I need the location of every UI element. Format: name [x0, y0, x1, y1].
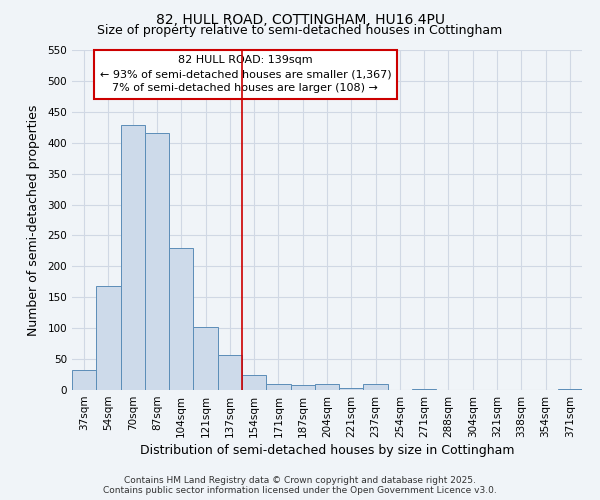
Bar	[339, 388, 364, 390]
Bar	[290, 385, 315, 390]
Bar	[364, 384, 388, 390]
Bar	[315, 384, 339, 390]
X-axis label: Distribution of semi-detached houses by size in Cottingham: Distribution of semi-detached houses by …	[140, 444, 514, 457]
Text: Size of property relative to semi-detached houses in Cottingham: Size of property relative to semi-detach…	[97, 24, 503, 37]
Bar	[121, 126, 145, 390]
Bar	[242, 374, 266, 390]
Text: Contains HM Land Registry data © Crown copyright and database right 2025.
Contai: Contains HM Land Registry data © Crown c…	[103, 476, 497, 495]
Bar	[96, 286, 121, 390]
Bar	[145, 134, 169, 390]
Bar	[218, 355, 242, 390]
Text: 82, HULL ROAD, COTTINGHAM, HU16 4PU: 82, HULL ROAD, COTTINGHAM, HU16 4PU	[155, 12, 445, 26]
Bar	[193, 327, 218, 390]
Text: 82 HULL ROAD: 139sqm
← 93% of semi-detached houses are smaller (1,367)
7% of sem: 82 HULL ROAD: 139sqm ← 93% of semi-detac…	[100, 55, 391, 93]
Y-axis label: Number of semi-detached properties: Number of semi-detached properties	[28, 104, 40, 336]
Bar	[72, 370, 96, 390]
Bar	[266, 384, 290, 390]
Bar	[169, 248, 193, 390]
